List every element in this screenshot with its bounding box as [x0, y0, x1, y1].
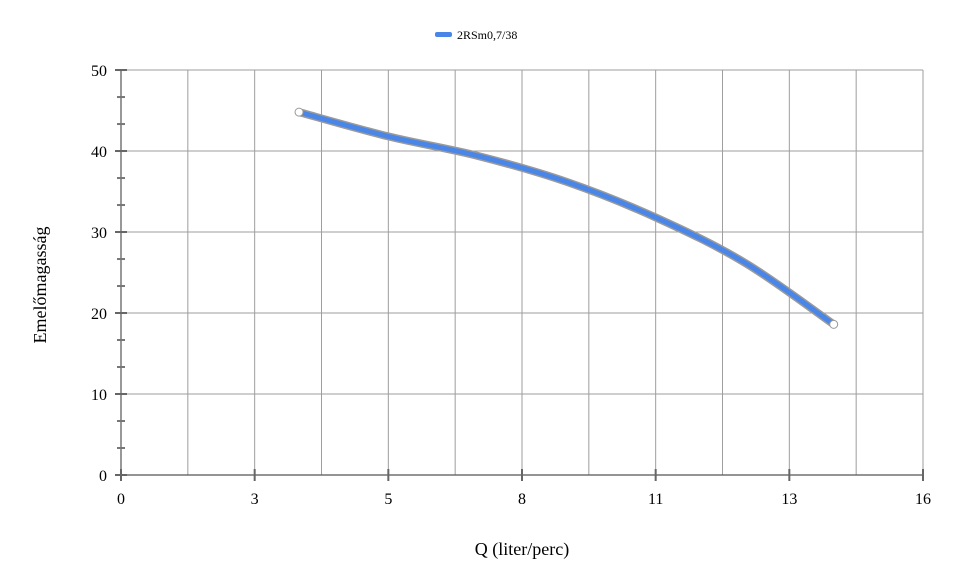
x-tick-label: 5 — [384, 491, 392, 508]
x-tick-label: 11 — [648, 491, 663, 508]
legend-swatch — [435, 32, 452, 37]
y-tick-label: 50 — [91, 63, 107, 80]
legend: 2RSm0,7/38 — [435, 28, 517, 42]
x-tick-label: 8 — [518, 491, 526, 508]
x-tick-label: 13 — [781, 491, 797, 508]
grid — [120, 69, 924, 476]
x-axis-title: Q (liter/perc) — [475, 539, 569, 560]
series-layer — [294, 107, 839, 329]
x-tick-label: 3 — [251, 491, 259, 508]
y-tick-label: 30 — [91, 225, 107, 242]
series-line-outline — [295, 108, 838, 329]
x-tick-label: 0 — [117, 491, 125, 508]
series-endpoint-marker — [294, 107, 304, 117]
x-tick-label: 16 — [915, 491, 931, 508]
y-tick-label: 40 — [91, 144, 107, 161]
series-endpoint-marker — [829, 319, 839, 329]
legend-label: 2RSm0,7/38 — [457, 28, 517, 42]
series-line — [296, 109, 837, 327]
y-tick-label: 10 — [91, 387, 107, 404]
axes: 0 10 20 30 40 50 0 3 5 8 11 13 16 — [91, 63, 931, 508]
y-tick-label: 0 — [99, 468, 107, 485]
y-tick-label: 20 — [91, 306, 107, 323]
y-axis-title: Emelőmagasság — [30, 227, 50, 344]
